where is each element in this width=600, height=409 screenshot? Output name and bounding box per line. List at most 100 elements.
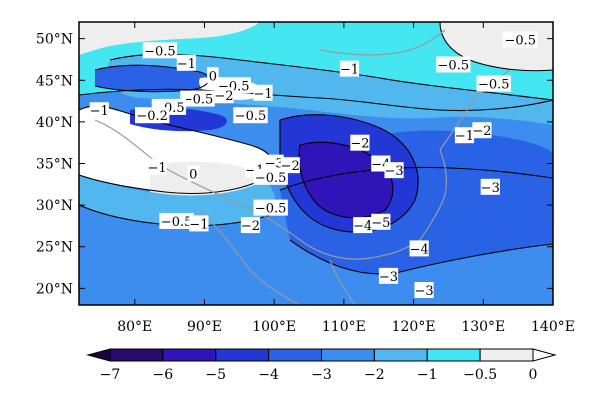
contour-label: −2 (350, 137, 369, 152)
contour-label: −4 (410, 242, 429, 257)
contour-label: −1 (90, 104, 109, 119)
contour-label-box (233, 107, 268, 124)
contour-label: −0.2 (136, 109, 168, 124)
contour-label: −3 (384, 164, 403, 179)
contour-label-box (414, 282, 434, 299)
colorbar-tick-label: −4 (258, 367, 279, 383)
colorbar-tick-label: −2 (364, 367, 385, 383)
contour-label-box (187, 165, 200, 182)
contour-label: −0.5 (255, 202, 287, 217)
y-axis: 20°N 25°N 30°N 35°N 40°N 45°N 50°N (36, 32, 553, 297)
map-area: −0.5−10−0.5−1−0.5−2−0.5−0.2−1−0.5−1−0.5−… (79, 22, 553, 305)
contour-label-box (353, 217, 373, 234)
contour-label: −1 (189, 217, 208, 232)
y-tick-label: 40°N (36, 115, 73, 131)
contour-label-box (214, 87, 234, 104)
contour-label: −1 (455, 129, 474, 144)
contour-label-box (480, 178, 500, 195)
colorbar-segment (426, 348, 481, 362)
contour-label: −1 (147, 161, 166, 176)
y-tick-label: 20°N (36, 281, 73, 297)
contour-label: −0.5 (161, 215, 193, 230)
contour-label: −2 (472, 124, 491, 139)
colorbar-over-triangle (532, 348, 557, 362)
colorbar-tick-label: 0 (529, 367, 538, 383)
contour-label-box (339, 60, 360, 77)
colorbar-segment (215, 348, 270, 362)
contour-label: −1 (177, 57, 196, 72)
contour-label-box (253, 199, 288, 216)
contour-label-box (189, 215, 209, 232)
colorbar-segment (479, 348, 534, 362)
fill-level-minus2-plateau-ring (79, 175, 276, 226)
contour-label-box (180, 90, 215, 107)
contour-label-box (476, 75, 511, 92)
contour-label-box (207, 67, 219, 84)
x-tick-label: 80°E (117, 319, 152, 335)
contour-label: −1 (340, 63, 359, 78)
contour-label: −4 (353, 219, 372, 234)
contour-label: −0.5 (438, 58, 470, 73)
contour-label: −0.5 (235, 109, 267, 124)
y-tick-label: 50°N (36, 32, 73, 48)
contour-label: −0.5 (255, 171, 287, 186)
contour-label-box (378, 267, 399, 284)
contour-label-box (409, 240, 429, 257)
contour-label-box (436, 56, 471, 73)
colorbar-segment (321, 348, 375, 362)
contour-label-box (384, 162, 404, 179)
contour-label-box (240, 217, 261, 234)
x-tick-label: 110°E (322, 319, 366, 335)
contour-label-box (159, 212, 194, 229)
contour-label-box (176, 54, 196, 71)
contour-label: 0 (189, 167, 197, 182)
contour-label-box (503, 31, 538, 48)
contour-label-box (147, 158, 167, 175)
contour-label: −3 (265, 157, 284, 172)
fill-level-minus4-northwest (95, 65, 209, 92)
fill-level-minus05-northwest (79, 22, 260, 55)
contour-label-box (253, 168, 288, 185)
contour-label: −0.5 (478, 78, 510, 93)
contour-label-box (454, 127, 475, 144)
colorbar-tick-label: −6 (153, 367, 174, 383)
x-tick-label: 100°E (252, 319, 296, 335)
x-axis: 80°E 90°E 100°E 110°E 120°E 130°E 140°E (117, 22, 575, 335)
fill-level-minus6-center (299, 142, 393, 218)
contour-label: −0.5 (182, 93, 214, 108)
x-tick-label: 130°E (461, 319, 505, 335)
x-tick-label: 120°E (392, 319, 436, 335)
colorbar-segment (109, 348, 164, 362)
contour-label: −3 (481, 181, 500, 196)
colorbar-tick-label: −1 (417, 367, 438, 383)
y-tick-label: 45°N (36, 73, 73, 89)
contour-label-box (253, 84, 273, 101)
colorbar-tick-label: −0.5 (463, 367, 497, 383)
contour-label: −3 (379, 270, 398, 285)
contour-label-box (264, 154, 284, 171)
y-tick-label: 25°N (36, 240, 73, 256)
contour-label-box (472, 122, 492, 139)
colorbar: −7 −6 −5 −4 −3 −2 −1 −0.5 0 (86, 348, 557, 383)
contour-label: −1 (253, 87, 272, 102)
contour-label-box (142, 42, 178, 59)
contour-label-box (371, 213, 391, 230)
colorbar-tick-label: −5 (205, 367, 226, 383)
colorbar-tick-label: −3 (311, 367, 332, 383)
contour-label-box (350, 134, 370, 151)
colorbar-segment (162, 348, 217, 362)
contour-labels: −0.5−10−0.5−1−0.5−2−0.5−0.2−1−0.5−1−0.5−… (89, 31, 538, 299)
contour-label: −2 (241, 219, 260, 234)
y-tick-label: 35°N (36, 157, 73, 173)
contour-label: 0 (209, 69, 217, 84)
contour-label: −0.5 (144, 44, 176, 59)
contour-label: −0.5 (504, 33, 536, 48)
contour-label-box (89, 102, 109, 119)
contour-label: −2 (214, 89, 233, 104)
colorbar-segment (373, 348, 428, 362)
x-tick-label: 140°E (531, 319, 575, 335)
colorbar-under-triangle (86, 348, 111, 362)
colorbar-segment (268, 348, 322, 362)
y-tick-label: 30°N (36, 198, 73, 214)
